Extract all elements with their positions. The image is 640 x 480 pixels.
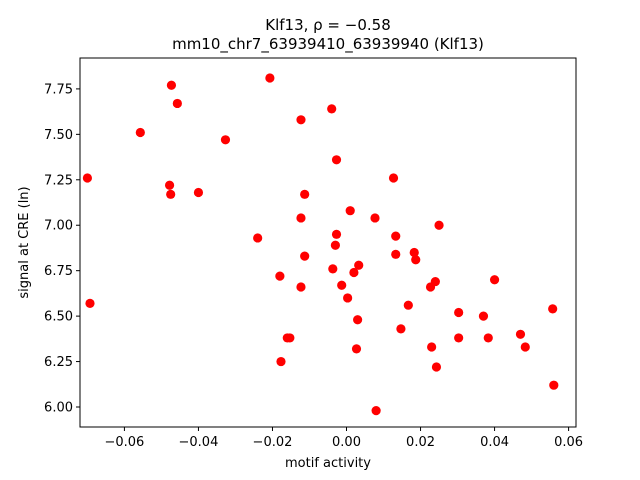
data-point	[351, 344, 362, 354]
data-point	[330, 240, 340, 250]
data-point	[172, 98, 182, 109]
data-point	[300, 251, 310, 261]
x-tick-label: 0.00	[332, 435, 361, 450]
data-point	[331, 229, 342, 239]
data-point	[296, 115, 306, 125]
data-point	[193, 187, 204, 198]
data-point	[409, 247, 419, 258]
data-point	[300, 189, 310, 199]
data-point	[296, 213, 306, 223]
data-point	[391, 249, 401, 259]
data-point	[285, 333, 295, 343]
data-point	[434, 220, 444, 230]
data-point	[489, 275, 500, 285]
x-tick-label: −0.04	[179, 435, 219, 450]
x-tick-label: −0.02	[253, 435, 293, 450]
data-point	[275, 271, 285, 281]
data-point	[166, 80, 177, 90]
data-point	[220, 135, 231, 145]
data-point	[164, 180, 175, 190]
x-axis: −0.06 −0.04 −0.02 0.00 0.02 0.04 0.06	[104, 427, 583, 450]
data-point	[328, 264, 338, 274]
data-point	[478, 311, 489, 321]
x-tick-label: −0.06	[104, 435, 144, 450]
plot-area	[82, 73, 559, 416]
y-tick-label: 6.50	[44, 310, 73, 325]
y-tick-label: 7.50	[44, 128, 73, 143]
chart-title-line1: Klf13, ρ = −0.58	[265, 16, 391, 34]
data-point	[454, 333, 464, 343]
data-point	[403, 300, 413, 310]
data-point	[483, 333, 493, 343]
data-point	[166, 189, 176, 199]
y-axis: 6.00 6.25 6.50 6.75 7.00 7.25 7.50 7.75	[44, 82, 80, 416]
data-point	[520, 342, 530, 352]
y-axis-label: signal at CRE (ln)	[17, 186, 32, 298]
data-point	[135, 127, 145, 138]
data-point	[345, 206, 355, 216]
data-point	[396, 324, 406, 334]
data-point	[370, 213, 380, 223]
data-point	[85, 298, 95, 308]
chart-title-line2: mm10_chr7_63939410_63939940 (Klf13)	[172, 35, 484, 54]
data-point	[548, 304, 558, 314]
data-point	[331, 155, 342, 165]
data-point	[337, 280, 347, 290]
data-point	[430, 276, 440, 287]
axes-frame	[79, 57, 577, 428]
data-point	[353, 315, 363, 325]
x-tick-label: 0.06	[554, 435, 583, 450]
data-point	[371, 406, 381, 416]
data-point	[349, 267, 359, 278]
data-point	[296, 282, 306, 292]
x-axis-label: motif activity	[285, 456, 371, 471]
data-point	[427, 342, 437, 352]
y-tick-label: 6.75	[44, 264, 73, 279]
data-point	[431, 362, 442, 372]
data-point	[388, 173, 399, 183]
data-point	[265, 73, 275, 83]
data-point	[515, 329, 526, 339]
data-point	[411, 255, 421, 265]
x-tick-label: 0.04	[480, 435, 509, 450]
data-point	[549, 380, 559, 390]
y-tick-label: 6.00	[44, 401, 73, 416]
data-point	[391, 231, 401, 241]
y-tick-label: 7.00	[44, 219, 73, 234]
y-tick-label: 7.75	[44, 82, 73, 97]
y-tick-label: 7.25	[44, 173, 73, 188]
data-point	[354, 260, 364, 270]
data-point	[253, 233, 263, 243]
data-point	[82, 173, 92, 183]
x-tick-label: 0.02	[406, 435, 435, 450]
data-point	[343, 293, 353, 303]
data-point	[454, 307, 464, 318]
data-point	[327, 104, 337, 114]
y-tick-label: 6.25	[44, 355, 73, 370]
data-point	[276, 356, 286, 367]
